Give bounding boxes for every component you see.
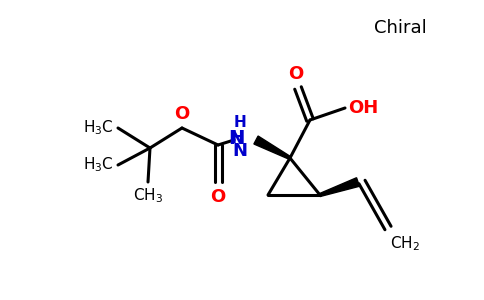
Text: OH: OH bbox=[348, 99, 378, 117]
Text: O: O bbox=[288, 65, 303, 83]
Text: H: H bbox=[234, 115, 246, 130]
Text: CH$_3$: CH$_3$ bbox=[133, 186, 163, 205]
Text: N: N bbox=[228, 128, 244, 148]
Polygon shape bbox=[254, 136, 291, 159]
Text: H$_3$C: H$_3$C bbox=[83, 118, 114, 137]
Text: O: O bbox=[211, 188, 226, 206]
Text: O: O bbox=[174, 105, 190, 123]
Text: N: N bbox=[232, 142, 247, 160]
Text: Chiral: Chiral bbox=[374, 19, 426, 37]
Text: H$_3$C: H$_3$C bbox=[83, 156, 114, 174]
Polygon shape bbox=[319, 178, 360, 196]
Text: CH$_2$: CH$_2$ bbox=[390, 234, 420, 253]
Text: H: H bbox=[230, 129, 244, 147]
